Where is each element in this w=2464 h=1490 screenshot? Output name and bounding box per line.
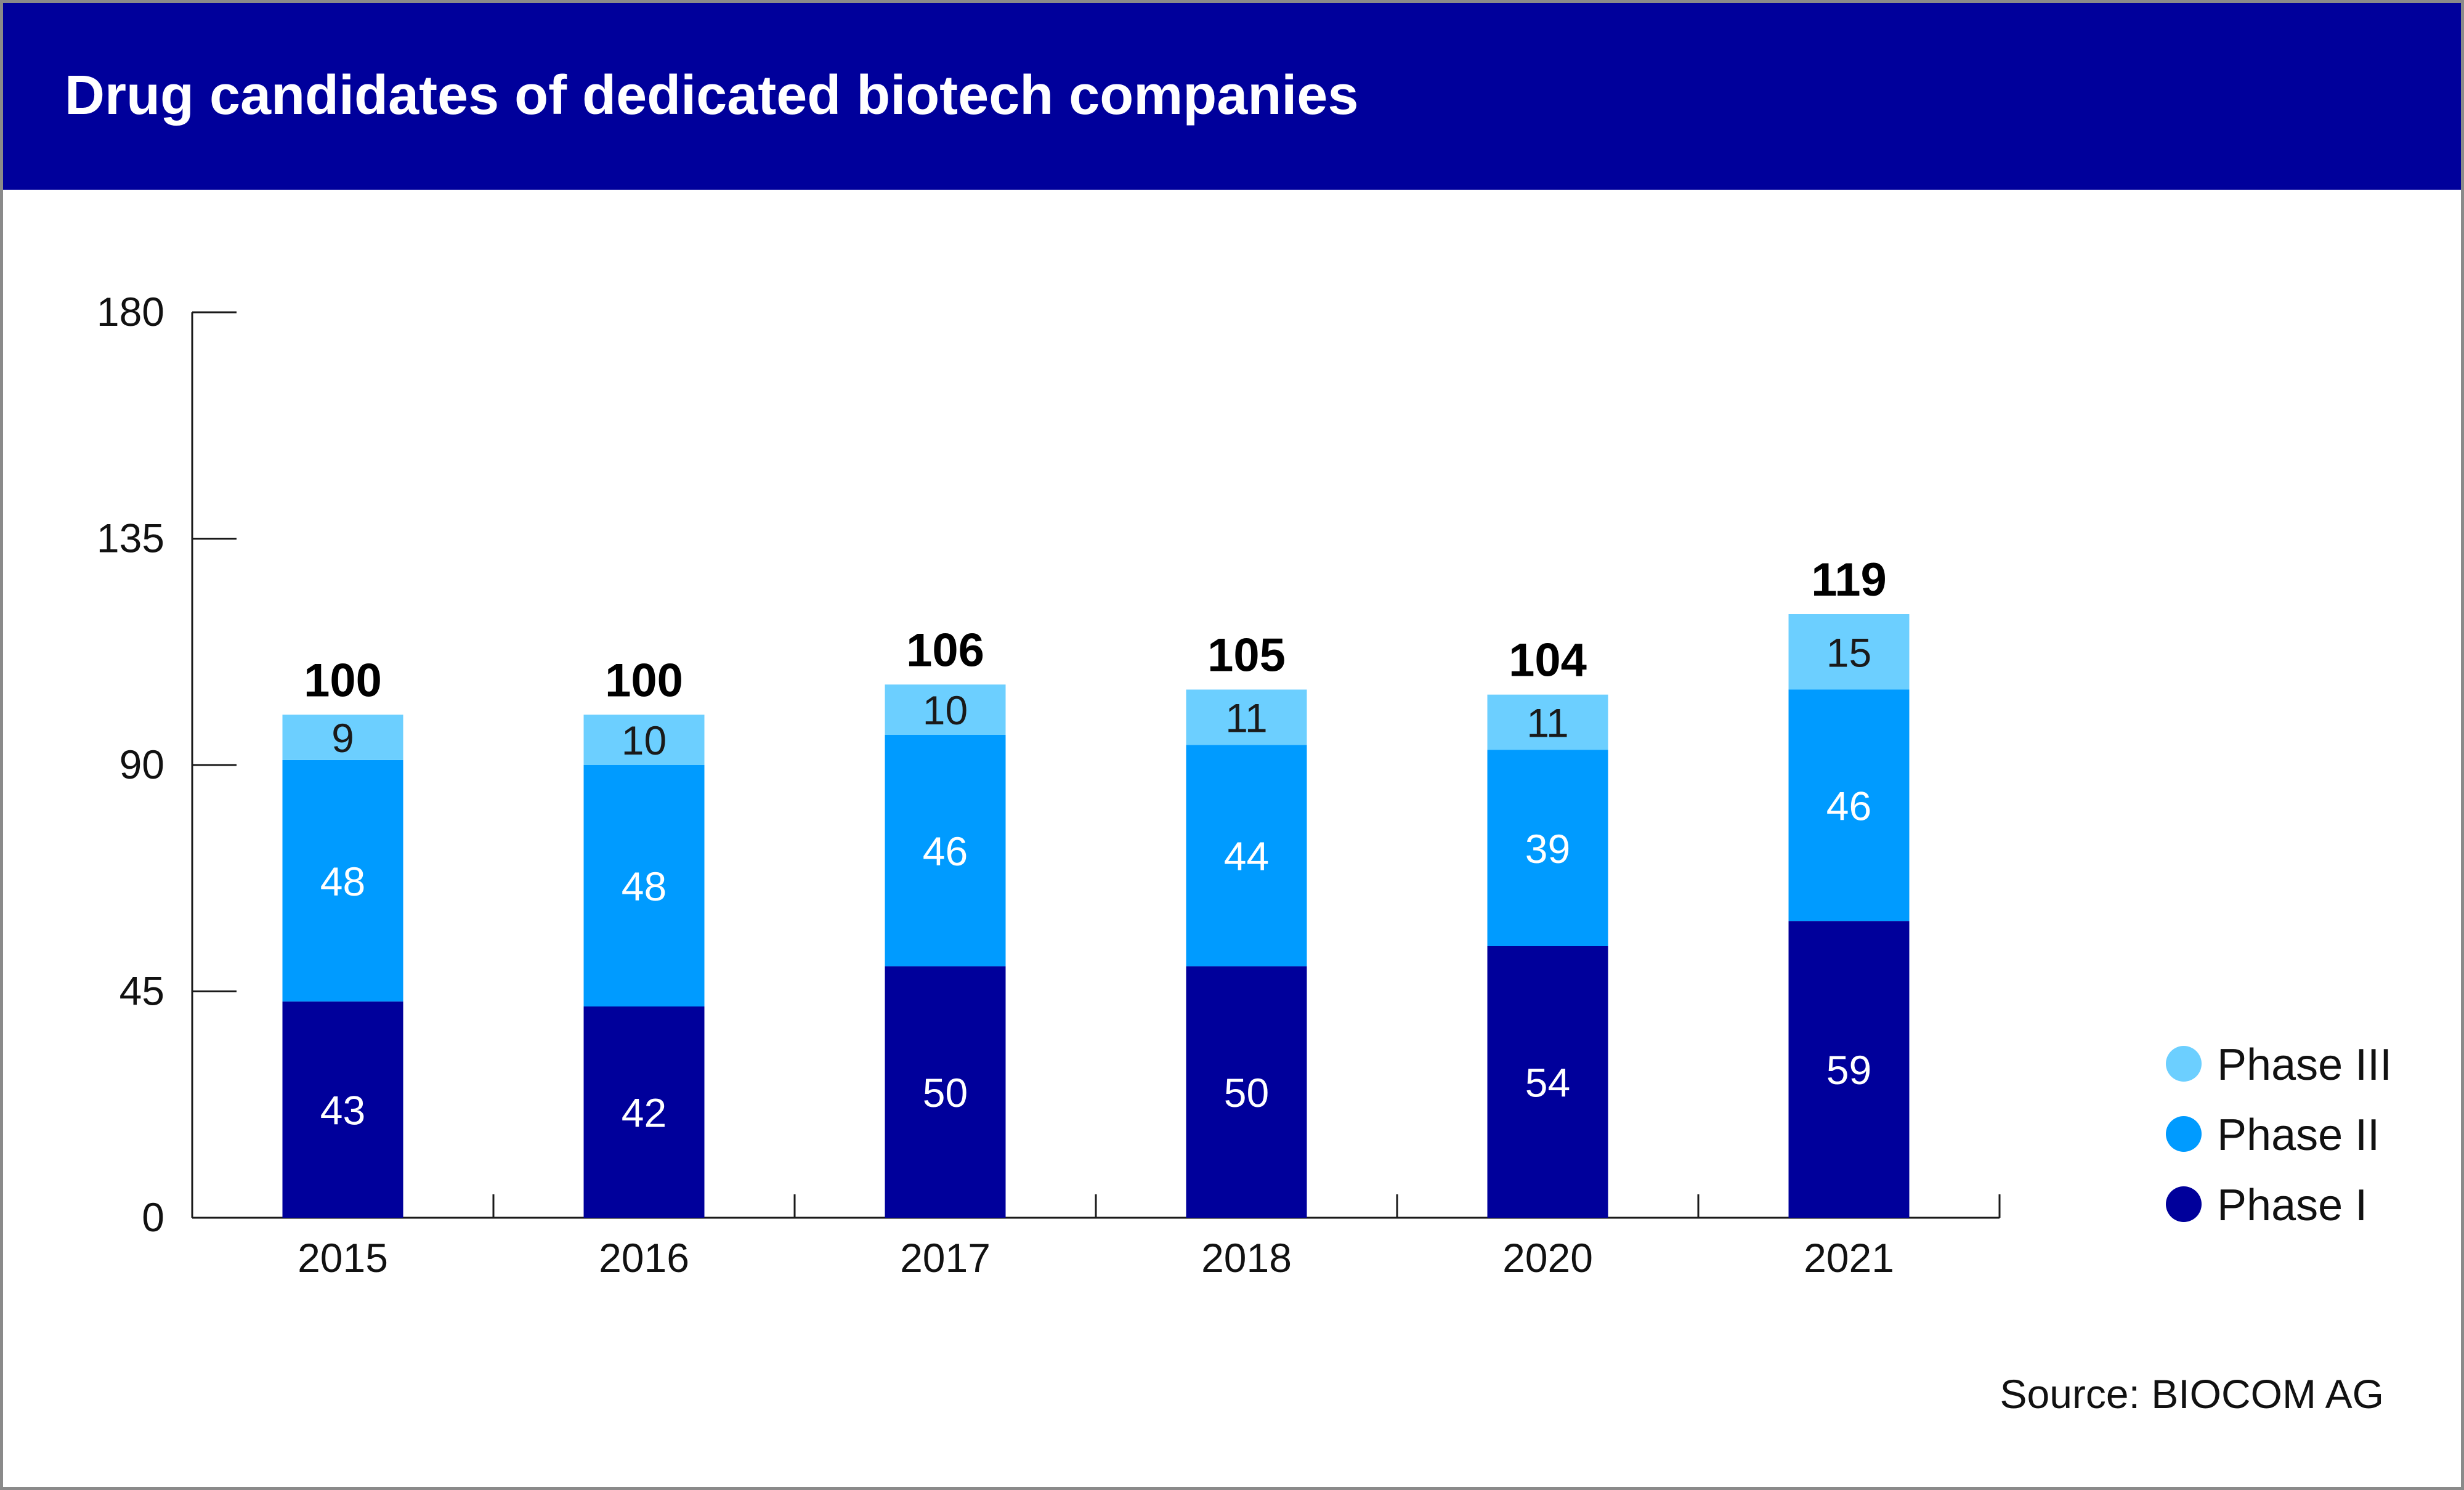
segment-value-label: 43 <box>320 1087 365 1133</box>
y-tick-label: 45 <box>120 968 164 1014</box>
segment-value-label: 46 <box>923 828 968 874</box>
segment-value-label: 54 <box>1525 1060 1570 1106</box>
legend-swatch <box>2166 1116 2202 1152</box>
bar-segment-phase-iii <box>282 715 403 760</box>
legend-swatch <box>2166 1046 2202 1082</box>
segment-value-label: 59 <box>1826 1047 1871 1093</box>
y-tick-label: 135 <box>97 516 164 561</box>
bar-total-label: 100 <box>605 654 683 707</box>
segment-value-label: 10 <box>622 718 667 763</box>
bar-total-label: 105 <box>1207 630 1286 682</box>
title-bar: Drug candidates of dedicated biotech com… <box>3 3 2461 190</box>
segment-value-label: 46 <box>1826 783 1871 828</box>
bar-total-label: 104 <box>1509 634 1587 687</box>
bar-segment-phase-i <box>1487 946 1608 1218</box>
y-tick-label: 90 <box>120 742 164 787</box>
bar-segment-phase-i <box>1788 921 1910 1218</box>
bar-segment-phase-i <box>1186 966 1307 1218</box>
bar-segment-phase-iii <box>1487 694 1608 750</box>
source-note: Source: BIOCOM AG <box>2000 1371 2384 1417</box>
segment-value-label: 11 <box>1526 700 1569 746</box>
segment-value-label: 39 <box>1525 826 1570 872</box>
bar-total-label: 100 <box>304 654 382 707</box>
bar-segment-phase-ii <box>1186 745 1307 966</box>
legend-label: Phase III <box>2217 1040 2392 1090</box>
y-tick-label: 180 <box>97 289 164 334</box>
bar-segment-phase-ii <box>1487 750 1608 946</box>
bar-segment-phase-ii <box>583 765 705 1006</box>
segment-value-label: 48 <box>320 859 365 904</box>
legend-swatch <box>2166 1186 2202 1222</box>
stacked-bar-chart: 0 45 90 135 180 43 48 9 100 2015 42 48 10 100 2016 50 46… <box>97 289 2392 1281</box>
legend-label: Phase I <box>2217 1181 2367 1230</box>
x-tick-label: 2016 <box>599 1235 689 1281</box>
segment-value-label: 11 <box>1225 695 1268 740</box>
bar-segment-phase-iii <box>885 684 1006 735</box>
segment-value-label: 10 <box>923 687 968 733</box>
bar-segment-phase-ii <box>282 759 403 1002</box>
segment-value-label: 15 <box>1826 630 1871 675</box>
segment-value-label: 50 <box>923 1070 968 1115</box>
bar-segment-phase-iii <box>583 715 705 765</box>
bar-segment-phase-ii <box>885 735 1006 966</box>
bar-segment-phase-i <box>885 966 1006 1218</box>
segment-value-label: 42 <box>622 1090 667 1136</box>
segment-value-label: 50 <box>1224 1070 1269 1115</box>
bar-segment-phase-i <box>583 1006 705 1218</box>
y-tick-label: 0 <box>142 1194 164 1240</box>
legend-label: Phase II <box>2217 1111 2380 1160</box>
x-tick-label: 2015 <box>298 1235 388 1281</box>
x-tick-label: 2021 <box>1804 1235 1894 1281</box>
segment-value-label: 48 <box>622 864 667 909</box>
chart-title: Drug candidates of dedicated biotech com… <box>65 65 1359 126</box>
segment-value-label: 44 <box>1224 833 1269 879</box>
bar-segment-phase-ii <box>1788 689 1910 921</box>
bar-total-label: 119 <box>1811 554 1887 606</box>
x-tick-label: 2020 <box>1502 1235 1593 1281</box>
bar-segment-phase-i <box>282 1001 403 1218</box>
x-tick-label: 2017 <box>900 1235 991 1281</box>
segment-value-label: 9 <box>331 715 354 761</box>
bar-segment-phase-iii <box>1788 614 1910 690</box>
x-tick-label: 2018 <box>1201 1235 1292 1281</box>
bar-segment-phase-iii <box>1186 689 1307 745</box>
bar-total-label: 106 <box>906 624 984 676</box>
